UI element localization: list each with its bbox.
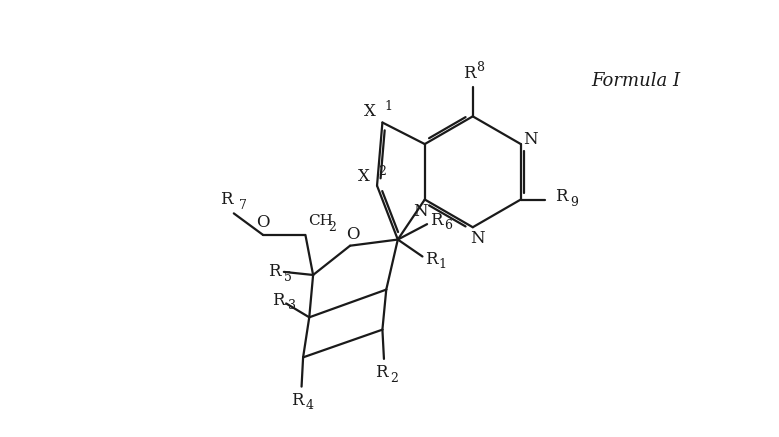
Text: 6: 6 bbox=[444, 219, 452, 232]
Text: 2: 2 bbox=[390, 371, 398, 385]
Text: R: R bbox=[425, 251, 437, 268]
Text: 4: 4 bbox=[306, 399, 314, 413]
Text: N: N bbox=[413, 203, 428, 219]
Text: 1: 1 bbox=[385, 100, 393, 113]
Text: 2: 2 bbox=[328, 221, 336, 234]
Text: R: R bbox=[375, 364, 387, 381]
Text: 5: 5 bbox=[284, 271, 291, 284]
Text: N: N bbox=[470, 230, 485, 247]
Text: X: X bbox=[358, 168, 369, 185]
Text: R: R bbox=[430, 212, 442, 229]
Text: R: R bbox=[272, 292, 284, 309]
Text: X: X bbox=[365, 103, 376, 120]
Text: R: R bbox=[291, 392, 303, 409]
Text: 2: 2 bbox=[378, 164, 386, 177]
Text: R: R bbox=[555, 188, 568, 205]
Text: O: O bbox=[347, 225, 360, 243]
Text: CH: CH bbox=[308, 214, 333, 228]
Text: 7: 7 bbox=[239, 199, 247, 212]
Text: R: R bbox=[463, 65, 475, 82]
Text: N: N bbox=[523, 131, 538, 148]
Text: 1: 1 bbox=[439, 258, 446, 271]
Text: 3: 3 bbox=[288, 299, 296, 312]
Text: 8: 8 bbox=[477, 61, 485, 74]
Text: R: R bbox=[268, 264, 280, 281]
Text: O: O bbox=[256, 214, 270, 231]
Text: Formula I: Formula I bbox=[591, 72, 681, 90]
Text: R: R bbox=[220, 191, 232, 208]
Text: 9: 9 bbox=[570, 196, 578, 209]
